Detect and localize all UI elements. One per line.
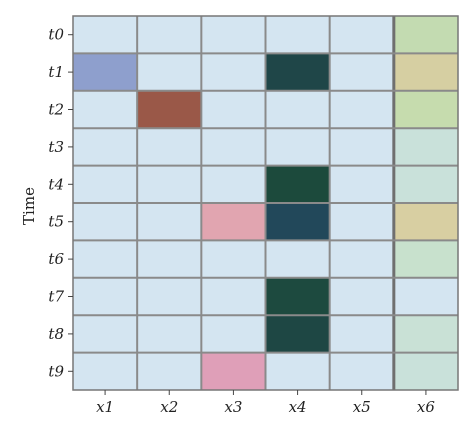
cell-t5-x5	[329, 203, 394, 241]
cell-t8-x4	[265, 315, 330, 353]
y-tick-label: t4	[48, 175, 64, 193]
y-tick-label: t5	[48, 213, 64, 231]
y-tick-label: t9	[48, 362, 64, 380]
cell-t4-x3	[201, 165, 266, 203]
cell-t9-x6	[393, 352, 458, 390]
x-tick-label: x6	[417, 398, 435, 416]
cell-t1-x5	[329, 53, 394, 91]
y-tick-label: t8	[48, 325, 64, 343]
x-tick-label: x2	[160, 398, 178, 416]
x-tick-label: x4	[289, 398, 307, 416]
cell-t8-x1	[73, 315, 138, 353]
cell-t6-x5	[329, 240, 394, 278]
plot-frame	[72, 15, 459, 391]
cell-t0-x2	[137, 16, 202, 54]
cell-t4-x1	[73, 165, 138, 203]
cell-t5-x1	[73, 203, 138, 241]
cell-t0-x4	[265, 16, 330, 54]
cell-t3-x3	[201, 128, 266, 166]
cell-t8-x5	[329, 315, 394, 353]
cell-t0-x6	[393, 16, 458, 54]
cell-t9-x5	[329, 352, 394, 390]
cell-t3-x4	[265, 128, 330, 166]
y-axis-title: Time	[20, 187, 38, 225]
cell-t7-x4	[265, 277, 330, 316]
cell-t7-x2	[137, 277, 202, 316]
cell-t0-x1	[73, 16, 138, 54]
cell-t2-x1	[73, 90, 138, 129]
grid-lines	[73, 16, 458, 390]
cell-t0-x3	[201, 16, 266, 54]
cell-t2-x4	[265, 90, 330, 129]
y-tick-label: t7	[48, 288, 64, 306]
cell-t9-x3	[201, 352, 266, 390]
cell-t1-x6	[393, 53, 458, 91]
cell-t5-x6	[393, 203, 458, 241]
cell-t7-x3	[201, 277, 266, 316]
cell-t5-x4	[265, 203, 330, 241]
cell-t3-x1	[73, 128, 138, 166]
x-axis-ticks: x1 x2 x3 x4 x5 x6	[96, 390, 435, 416]
x-tick-label: x1	[96, 398, 114, 416]
cell-t5-x3	[201, 203, 266, 241]
cell-t3-x2	[137, 128, 202, 166]
y-tick-label: t6	[48, 250, 64, 268]
cell-t2-x2	[137, 90, 202, 129]
y-tick-label: t3	[48, 138, 64, 156]
cell-t8-x6	[393, 315, 458, 353]
cell-t7-x5	[329, 277, 394, 316]
cell-t2-x6	[393, 90, 458, 129]
cell-t9-x2	[137, 352, 202, 390]
cell-t2-x5	[329, 90, 394, 129]
y-axis-ticks: t0 t1 t2 t3 t4 t5 t6 t7 t8 t9	[48, 26, 73, 380]
cell-t3-x6	[393, 128, 458, 166]
cell-t6-x3	[201, 240, 266, 278]
y-tick-label: t0	[48, 26, 64, 44]
x-tick-label: x5	[353, 398, 371, 416]
plot-border	[72, 15, 459, 391]
cell-t4-x6	[393, 165, 458, 203]
cell-t9-x4	[265, 352, 330, 390]
cell-t9-x1	[73, 352, 138, 390]
cell-t1-x2	[137, 53, 202, 91]
cell-t7-x6	[393, 277, 458, 316]
cell-t8-x3	[201, 315, 266, 353]
cell-t4-x2	[137, 165, 202, 203]
cell-t6-x4	[265, 240, 330, 278]
cell-t1-x1	[73, 53, 138, 91]
cell-t1-x4	[265, 53, 330, 91]
cell-t6-x2	[137, 240, 202, 278]
heatmap-cells	[73, 16, 458, 390]
y-tick-label: t1	[48, 63, 64, 81]
x-tick-label: x3	[224, 398, 242, 416]
cell-t3-x5	[329, 128, 394, 166]
cell-t5-x2	[137, 203, 202, 241]
cell-t4-x4	[265, 165, 330, 203]
cell-t7-x1	[73, 277, 138, 316]
cell-t1-x3	[201, 53, 266, 91]
cell-t6-x1	[73, 240, 138, 278]
cell-t0-x5	[329, 16, 394, 54]
cell-t2-x3	[201, 90, 266, 129]
y-tick-label: t2	[48, 101, 64, 119]
cell-t8-x2	[137, 315, 202, 353]
cell-t4-x5	[329, 165, 394, 203]
cell-t6-x6	[393, 240, 458, 278]
